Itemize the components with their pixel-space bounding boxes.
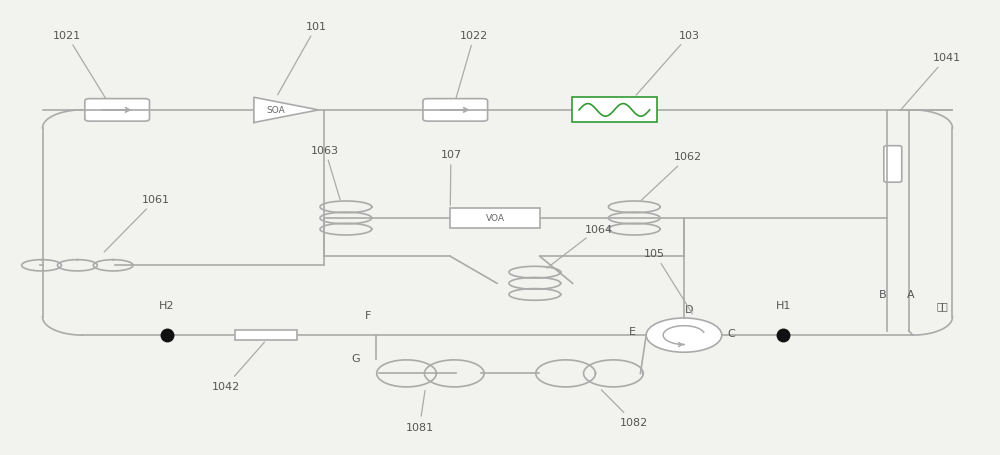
Text: 1042: 1042 (212, 343, 264, 391)
Text: 1064: 1064 (547, 224, 613, 268)
Text: 1041: 1041 (901, 53, 961, 111)
Text: 1061: 1061 (104, 195, 170, 253)
Text: 输出: 输出 (937, 300, 948, 310)
Text: 1063: 1063 (311, 145, 340, 200)
Text: 1062: 1062 (641, 152, 702, 201)
Bar (450, 209, 540, 228)
Text: SOA: SOA (266, 106, 285, 115)
Bar (572, 98, 657, 123)
Text: 1081: 1081 (406, 391, 434, 432)
Text: E: E (629, 327, 636, 336)
Text: 1022: 1022 (456, 31, 488, 99)
Text: D: D (685, 304, 693, 314)
Text: 101: 101 (278, 22, 327, 96)
Text: 107: 107 (440, 150, 461, 206)
Text: C: C (728, 329, 736, 338)
FancyBboxPatch shape (85, 99, 149, 122)
Circle shape (646, 318, 722, 353)
Text: F: F (365, 310, 371, 320)
FancyBboxPatch shape (884, 147, 902, 183)
Text: 1021: 1021 (53, 31, 106, 99)
Text: 105: 105 (644, 249, 692, 314)
Text: G: G (351, 354, 360, 364)
Bar (235, 330, 297, 340)
Text: 1082: 1082 (601, 390, 648, 427)
Text: VOA: VOA (486, 214, 505, 223)
FancyBboxPatch shape (423, 99, 488, 122)
Polygon shape (254, 98, 319, 123)
Text: H1: H1 (776, 300, 791, 310)
Text: B: B (879, 289, 887, 299)
Text: A: A (907, 289, 915, 299)
Text: H2: H2 (159, 300, 175, 310)
Text: 103: 103 (636, 31, 700, 96)
